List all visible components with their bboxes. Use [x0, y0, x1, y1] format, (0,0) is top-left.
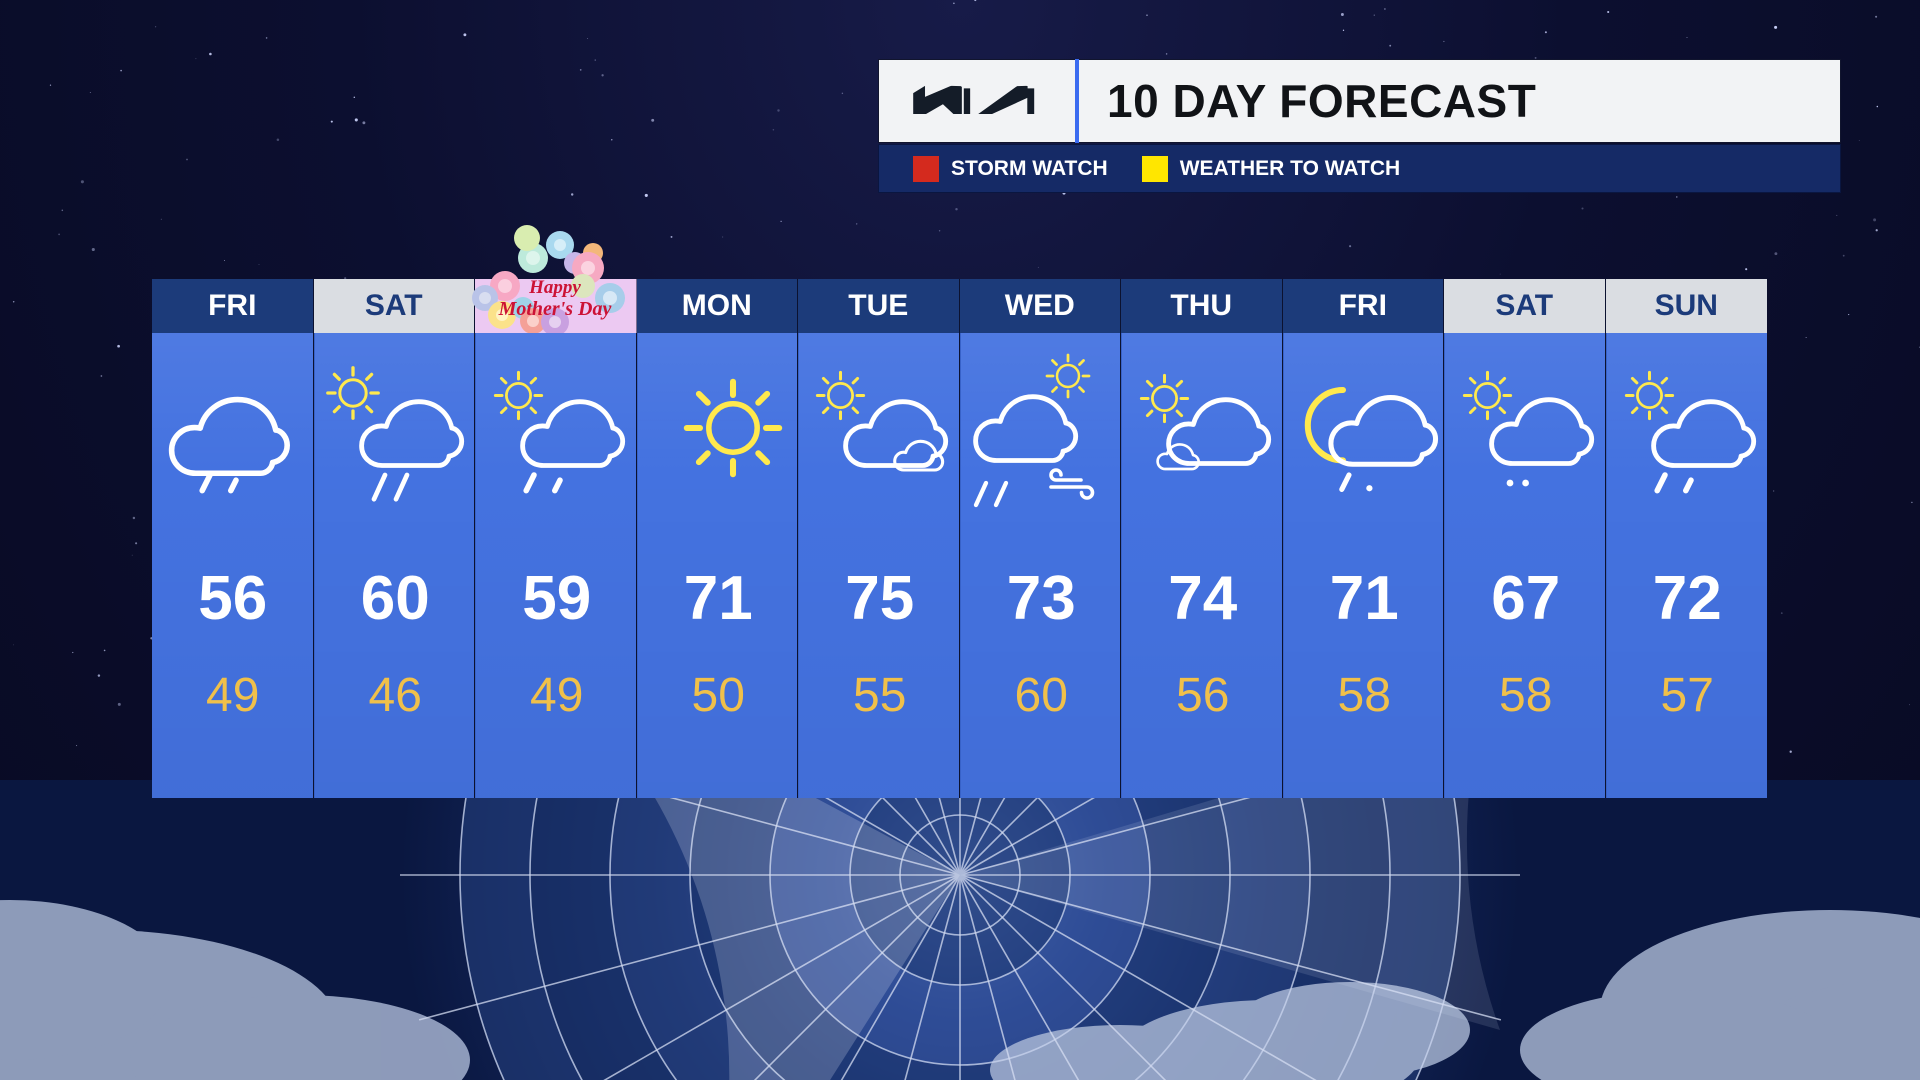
svg-text:Happy: Happy	[528, 277, 581, 298]
svg-text:Mother's Day: Mother's Day	[498, 298, 612, 320]
